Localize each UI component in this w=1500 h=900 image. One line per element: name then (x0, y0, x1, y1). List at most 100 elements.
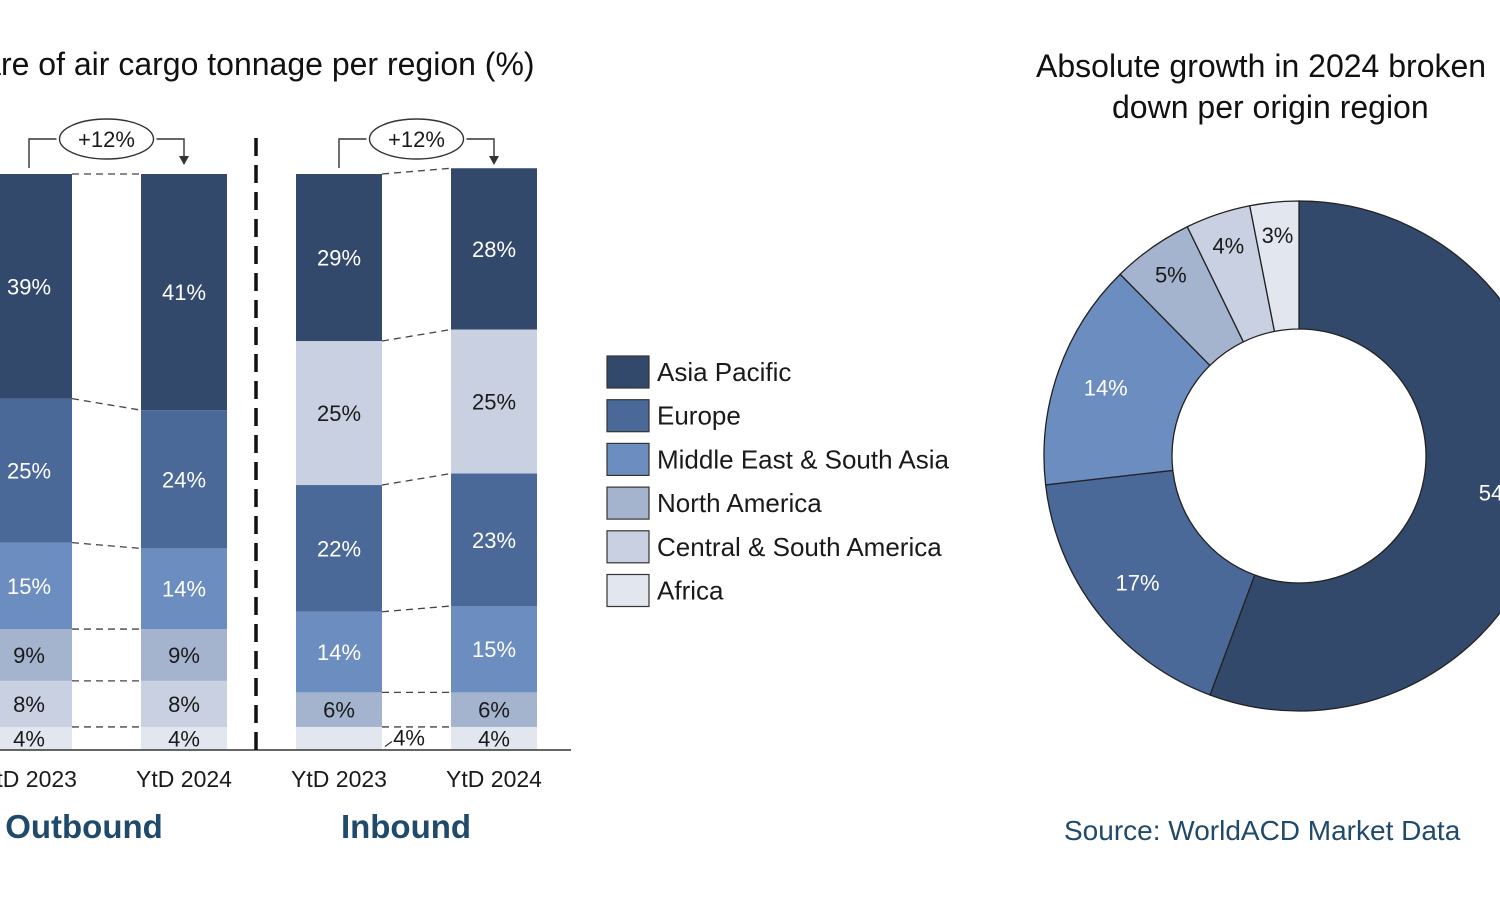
bar-value-label: 39% (7, 274, 51, 299)
donut-slice-label: 4% (1212, 234, 1244, 259)
bar-value-label: 24% (162, 467, 206, 492)
bar-value-label: 25% (7, 459, 51, 484)
bar-value-label: 8% (13, 692, 45, 717)
bar-segment (451, 473, 537, 606)
bar-segment (451, 692, 537, 727)
right-chart-title-line1: Absolute growth in 2024 broken (1036, 48, 1486, 84)
segment-connector (381, 167, 452, 175)
bar-segment (296, 726, 382, 750)
bar-value-label: 25% (472, 390, 516, 415)
bar-value-label: 4% (478, 726, 510, 751)
label-leader-line (384, 740, 393, 747)
group-label: Outbound (5, 808, 163, 845)
bar-segment (141, 410, 227, 549)
bar-value-label: 9% (13, 643, 45, 668)
bar-value-label: 6% (323, 698, 355, 723)
legend-swatch (606, 442, 650, 476)
segment-connector (71, 397, 142, 411)
right-chart-title-line2: down per origin region (1112, 89, 1429, 125)
bar-segment (141, 548, 227, 630)
bar-value-label: 29% (317, 246, 361, 271)
bar-value-label: 28% (472, 237, 516, 262)
legend-swatch (606, 486, 650, 520)
bar-segment (296, 692, 382, 727)
bar-segment (451, 606, 537, 693)
bar-segment (451, 168, 537, 330)
bar-segment (141, 680, 227, 727)
growth-badge (368, 118, 465, 160)
donut-slice-label: 54% (1479, 480, 1500, 505)
growth-bracket (466, 138, 495, 157)
bar-value-label: 4% (168, 726, 200, 751)
stacked-bar-chart: 4%8%9%15%25%39%YtD 20234%8%9%14%24%41%Yt… (0, 118, 571, 845)
donut-slice (1209, 200, 1500, 712)
bar-segment (0, 542, 72, 630)
segment-connector (381, 472, 452, 486)
x-tick-label: YtD 2024 (136, 766, 232, 792)
bar-segment (141, 726, 227, 750)
legend-label: Central & South America (657, 532, 942, 562)
bar-value-label: 4% (393, 725, 425, 750)
bar-segment (0, 680, 72, 727)
legend-label: Africa (657, 576, 724, 606)
segment-connector (71, 541, 142, 550)
bar-segment (296, 485, 382, 612)
bar-segment (451, 329, 537, 474)
legend-label: North America (657, 488, 822, 518)
bar-value-label: 23% (472, 528, 516, 553)
donut-slice (1248, 200, 1300, 333)
x-tick-label: YtD 2023 (291, 766, 387, 792)
arrow-head-icon (489, 156, 499, 165)
segment-connector (381, 328, 452, 342)
bar-segment (0, 629, 72, 681)
bar-segment (0, 174, 72, 399)
donut-slice-label: 14% (1084, 376, 1128, 401)
growth-bracket (28, 138, 57, 168)
donut-slice (1043, 273, 1211, 486)
legend-label: Asia Pacific (657, 357, 791, 387)
donut-slice-label: 3% (1262, 223, 1294, 248)
bar-segment (296, 341, 382, 486)
bar-value-label: 41% (162, 280, 206, 305)
bar-value-label: 6% (478, 698, 510, 723)
donut-slice-label: 17% (1116, 570, 1160, 595)
arrow-head-icon (179, 156, 189, 165)
legend-swatch (606, 399, 650, 433)
growth-bracket (156, 138, 185, 157)
bar-value-label: 14% (317, 640, 361, 665)
growth-label: +12% (78, 127, 135, 152)
bar-value-label: 4% (13, 726, 45, 751)
segment-connector (381, 605, 452, 613)
bar-segment (0, 398, 72, 543)
bar-segment (296, 611, 382, 693)
legend-label: Middle East & South Asia (657, 444, 949, 474)
legend-swatch (606, 355, 650, 389)
donut-slice (1044, 469, 1256, 696)
bar-segment (296, 174, 382, 342)
bar-value-label: 15% (472, 637, 516, 662)
left-chart-title: Share of air cargo tonnage per region (%… (0, 46, 535, 82)
bar-value-label: 14% (162, 577, 206, 602)
bar-value-label: 9% (168, 643, 200, 668)
legend-label: Europe (657, 401, 741, 431)
bar-segment (451, 726, 537, 750)
legend-swatch (606, 573, 650, 608)
bar-value-label: 15% (7, 574, 51, 599)
group-label: Inbound (341, 808, 471, 845)
x-tick-label: YtD 2023 (0, 766, 77, 792)
bar-segment (0, 726, 72, 750)
bar-segment (141, 174, 227, 411)
donut-slice-label: 5% (1155, 263, 1187, 288)
bar-value-label: 25% (317, 401, 361, 426)
source-note: Source: WorldACD Market Data (1064, 815, 1461, 846)
bar-segment (141, 629, 227, 681)
growth-label: +12% (388, 127, 445, 152)
bar-value-label: 8% (168, 692, 200, 717)
growth-bracket (338, 138, 367, 168)
growth-badge (58, 118, 155, 160)
legend-swatch (606, 530, 650, 564)
x-tick-label: YtD 2024 (446, 766, 542, 792)
legend: Asia Pacific Europe Middle East & South As… (606, 355, 949, 608)
donut-chart: 54% 17% 14% 5% 4% 3% (1043, 200, 1500, 712)
